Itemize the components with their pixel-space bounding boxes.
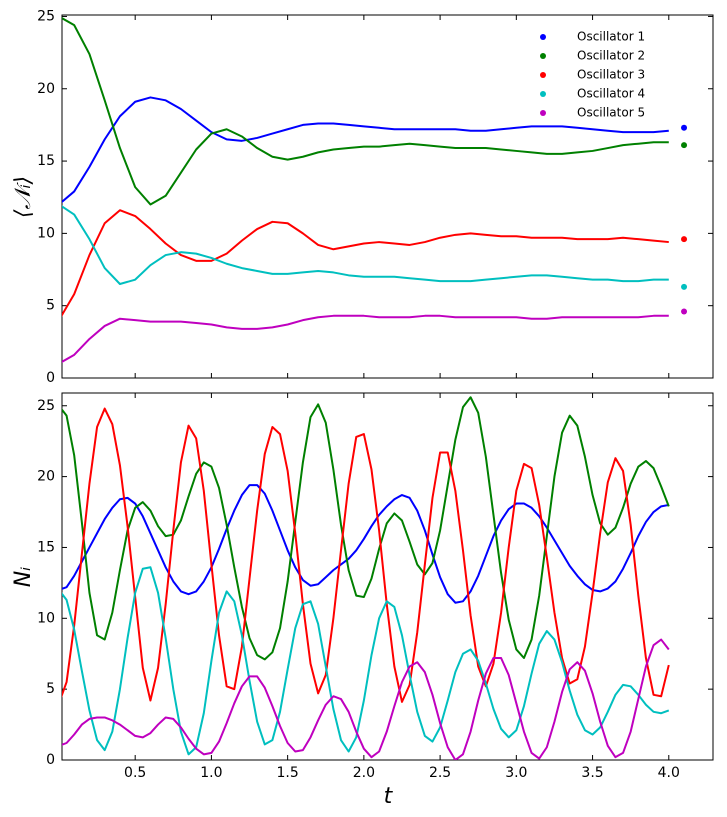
series-group xyxy=(62,396,670,760)
y-tick-label: 0 xyxy=(46,370,55,386)
x-tick-label: 3.5 xyxy=(581,765,603,781)
y-tick-label: 5 xyxy=(46,681,55,697)
x-tick-label: 2.5 xyxy=(429,765,451,781)
series-line xyxy=(62,396,670,661)
y-tick-label: 15 xyxy=(37,539,55,555)
y-axis-label: ⟨𝒩ᵢ⟩ xyxy=(11,176,36,218)
x-axis-label: t xyxy=(384,784,394,809)
endpoint-marker xyxy=(681,283,688,290)
y-tick-label: 10 xyxy=(37,610,55,626)
legend-label: Oscillator 5 xyxy=(577,106,645,120)
series-line xyxy=(62,96,669,204)
y-tick-label: 20 xyxy=(37,469,55,485)
y-tick-label: 15 xyxy=(37,153,55,169)
plot-area xyxy=(61,14,714,379)
series-line xyxy=(62,566,670,756)
x-tick-label: 2.0 xyxy=(353,765,375,781)
legend-marker xyxy=(540,34,546,40)
series-line xyxy=(62,314,669,363)
legend-marker xyxy=(540,53,546,59)
endpoint-marker xyxy=(681,236,688,243)
series-line xyxy=(62,209,669,317)
y-tick-label: 5 xyxy=(46,298,55,314)
endpoint-marker xyxy=(681,142,688,149)
legend-marker xyxy=(540,72,546,78)
legend-label: Oscillator 1 xyxy=(577,30,645,44)
x-tick-label: 0.5 xyxy=(124,765,146,781)
y-tick-label: 20 xyxy=(37,81,55,97)
legend-label: Oscillator 4 xyxy=(577,87,645,101)
series-line xyxy=(62,17,669,206)
legend-label: Oscillator 3 xyxy=(577,68,645,82)
x-tick-label: 1.0 xyxy=(200,765,222,781)
series-group xyxy=(62,17,669,363)
legend-marker xyxy=(540,110,546,116)
y-tick-label: 0 xyxy=(46,752,55,768)
y-tick-label: 25 xyxy=(37,398,55,414)
x-tick-label: 4.0 xyxy=(658,765,680,781)
x-tick-label: 1.5 xyxy=(277,765,299,781)
series-line xyxy=(62,205,669,285)
y-tick-label: 10 xyxy=(37,225,55,241)
endpoint-marker xyxy=(681,308,688,315)
series-line xyxy=(62,484,669,604)
endpoint-marker xyxy=(681,124,688,131)
x-tick-label: 3.0 xyxy=(505,765,527,781)
y-tick-label: 25 xyxy=(37,8,55,24)
legend-marker xyxy=(540,91,546,97)
y-axis-label: Nᵢ xyxy=(11,567,36,587)
series-line xyxy=(62,638,670,760)
plot-area xyxy=(61,392,714,761)
legend-label: Oscillator 2 xyxy=(577,49,645,63)
series-line xyxy=(62,407,670,703)
